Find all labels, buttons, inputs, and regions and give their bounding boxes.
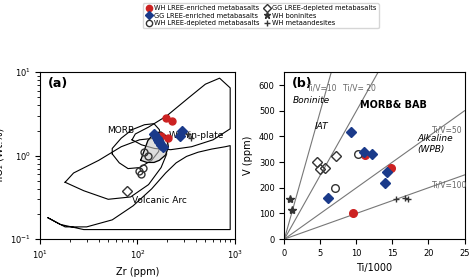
- Text: Ti/V=10: Ti/V=10: [308, 84, 338, 93]
- Y-axis label: V (ppm): V (ppm): [243, 136, 253, 175]
- X-axis label: Ti/1000: Ti/1000: [356, 263, 392, 273]
- Text: Within-plate: Within-plate: [168, 131, 224, 140]
- Text: IAT: IAT: [315, 122, 328, 131]
- Text: Boninite: Boninite: [293, 96, 330, 105]
- Text: Volcanic Arc: Volcanic Arc: [132, 196, 187, 205]
- Text: Ti/V=50: Ti/V=50: [432, 126, 463, 135]
- Legend: WH LREE-enriched metabasalts, GG LREE-enriched metabasalts, WH LREE-depleted met: WH LREE-enriched metabasalts, GG LREE-en…: [143, 3, 379, 28]
- Polygon shape: [141, 132, 168, 162]
- Text: Ti/V=100: Ti/V=100: [432, 181, 467, 190]
- Y-axis label: TiO₂ (Wt.%): TiO₂ (Wt.%): [0, 128, 4, 184]
- Text: (a): (a): [48, 77, 68, 90]
- Text: MORB: MORB: [108, 126, 135, 135]
- Text: (b): (b): [292, 77, 312, 90]
- X-axis label: Zr (ppm): Zr (ppm): [116, 267, 159, 277]
- Text: Ti/V= 20: Ti/V= 20: [344, 84, 376, 93]
- Text: MORB& BAB: MORB& BAB: [360, 100, 427, 110]
- Text: Alkaline
(WPB): Alkaline (WPB): [418, 135, 453, 154]
